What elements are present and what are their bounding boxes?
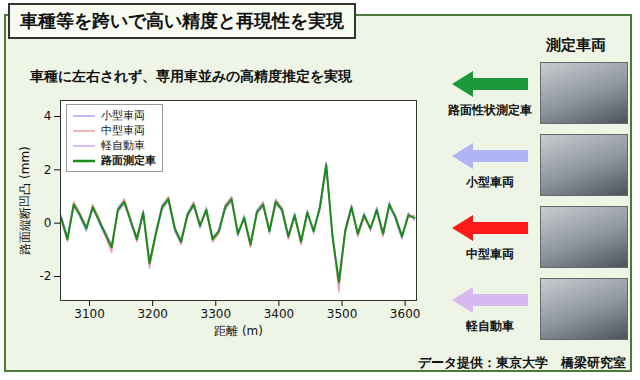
svg-text:3300: 3300 — [201, 307, 232, 321]
html-text:車種に左右されず、専用車並みの高精度推定を実現: 車種に左右されず、専用車並みの高精度推定を実現 — [30, 68, 352, 84]
html-text:小型車両: 小型車両 — [466, 175, 514, 189]
html-text:路面測定車: 路面測定車 — [101, 154, 156, 167]
svg-text:3100: 3100 — [74, 307, 105, 321]
html-text:データ提供：東京大学 橋梁研究室: データ提供：東京大学 橋梁研究室 — [418, 355, 626, 370]
html-text:測定車両: 測定車両 — [546, 36, 606, 54]
svg-text:0: 0 — [44, 216, 52, 230]
svg-text:2: 2 — [44, 163, 52, 177]
html-text:路面性状測定車: 路面性状測定車 — [448, 103, 532, 117]
html-text:中型車両: 中型車両 — [466, 247, 514, 261]
html-text:軽自動車: 軽自動車 — [101, 139, 145, 152]
svg-text:-2: -2 — [40, 269, 52, 283]
svg-text:4: 4 — [44, 109, 52, 123]
svg-text:路面縦断凹凸 (mm): 路面縦断凹凸 (mm) — [18, 146, 32, 255]
svg-text:3600: 3600 — [390, 307, 421, 321]
svg-text:距離 (m): 距離 (m) — [214, 324, 263, 338]
html-text:中型車両: 中型車両 — [101, 124, 145, 137]
html-text:小型車両: 小型車両 — [101, 109, 145, 122]
html-text:軽自動車: 軽自動車 — [466, 319, 514, 333]
svg-text:3400: 3400 — [264, 307, 295, 321]
html-text:車種等を跨いで高い精度と再現性を実現: 車種等を跨いで高い精度と再現性を実現 — [20, 10, 344, 31]
svg-text:3500: 3500 — [327, 307, 358, 321]
svg-text:3200: 3200 — [137, 307, 168, 321]
